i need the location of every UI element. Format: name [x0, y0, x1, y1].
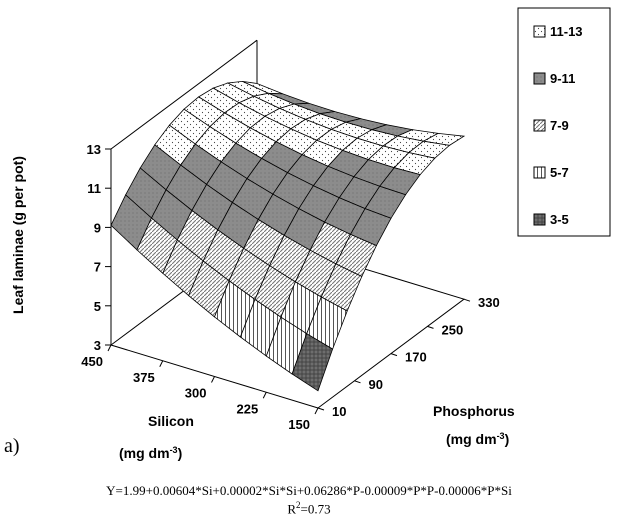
x-tick-label: 450 [81, 354, 103, 369]
z-tick-label: 7 [94, 260, 101, 275]
y-tick-mark [463, 298, 471, 302]
y-tick-label: 170 [405, 350, 427, 365]
x-tick-mark [107, 344, 112, 352]
x-tick-label: 150 [288, 417, 310, 432]
x-tick-label: 300 [185, 386, 207, 401]
x-tick-label: 375 [133, 370, 155, 385]
y-tick-mark [427, 325, 434, 329]
legend-label: 7-9 [550, 118, 569, 133]
wall-edge [110, 39, 258, 150]
legend-swatch [533, 166, 546, 179]
y-tick-mark [354, 380, 361, 384]
legend-label: 5-7 [550, 165, 569, 180]
legend-label: 11-13 [550, 24, 583, 39]
legend-label: 3-5 [550, 212, 569, 227]
y-tick-mark [390, 353, 398, 357]
panel-label: a) [4, 435, 20, 457]
z-tick-label: 9 [94, 220, 101, 235]
axis-ticks: 3 5 7 9 11 13 450 375 300 225 150 10 90 170 250 330 [81, 142, 499, 432]
r-squared: R2=0.73 [287, 500, 331, 517]
surface-chart: 3 5 7 9 11 13 450 375 300 225 150 10 90 170 250 330 Lea… [4, 7, 611, 461]
legend-swatch [533, 119, 546, 132]
y-axis-unit: (mg dm-3) [446, 431, 509, 447]
legend-box [517, 7, 611, 237]
response-surface [110, 80, 466, 392]
x-tick-mark [211, 376, 215, 383]
legend-swatch [533, 72, 546, 85]
x-axis-unit: (mg dm-3) [119, 445, 182, 461]
regression-equation: Y=1.99+0.00604*Si+0.00002*Si*Si+0.06286*… [106, 483, 512, 498]
y-axis-label: Phosphorus [433, 403, 515, 419]
x-tick-mark [262, 392, 267, 399]
legend-swatch [533, 25, 546, 38]
y-tick-label: 10 [332, 404, 346, 419]
z-tick-label: 13 [87, 142, 101, 157]
x-tick-mark [314, 407, 319, 415]
x-tick-label: 225 [237, 401, 259, 416]
y-tick-label: 330 [478, 295, 500, 310]
y-tick-label: 250 [442, 322, 464, 337]
legend-swatch [533, 213, 546, 226]
y-tick-mark [317, 407, 325, 411]
z-tick-label: 3 [94, 338, 101, 353]
x-axis-name: Silicon [148, 413, 194, 429]
y-axis-name: Phosphorus [433, 403, 515, 419]
surface-cell [291, 333, 334, 392]
x-tick-mark [159, 360, 164, 367]
x-axis-label: Silicon [148, 413, 194, 429]
z-tick-label: 11 [87, 181, 101, 196]
y-tick-label: 90 [369, 377, 383, 392]
z-axis-label: Leaf laminae (g per pot) [10, 156, 26, 314]
legend: 11-13 9-11 7-9 5-7 3-5 [517, 7, 611, 237]
legend-label: 9-11 [550, 71, 575, 86]
z-tick-label: 5 [94, 299, 101, 314]
